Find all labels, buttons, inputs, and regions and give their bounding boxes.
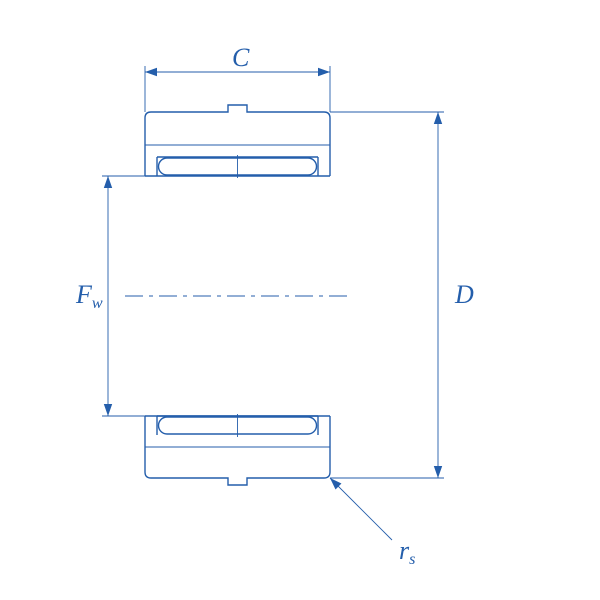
- label-D: D: [454, 280, 474, 309]
- outer-ring-top-profile: [145, 105, 330, 118]
- outer-ring-bottom-profile: [145, 472, 330, 485]
- rs-leader: [330, 478, 392, 540]
- label-Fw: Fw: [75, 280, 103, 312]
- bearing-cross-section-diagram: C D Fw rs: [0, 0, 600, 600]
- label-rs: rs: [399, 536, 415, 568]
- label-C: C: [232, 43, 250, 72]
